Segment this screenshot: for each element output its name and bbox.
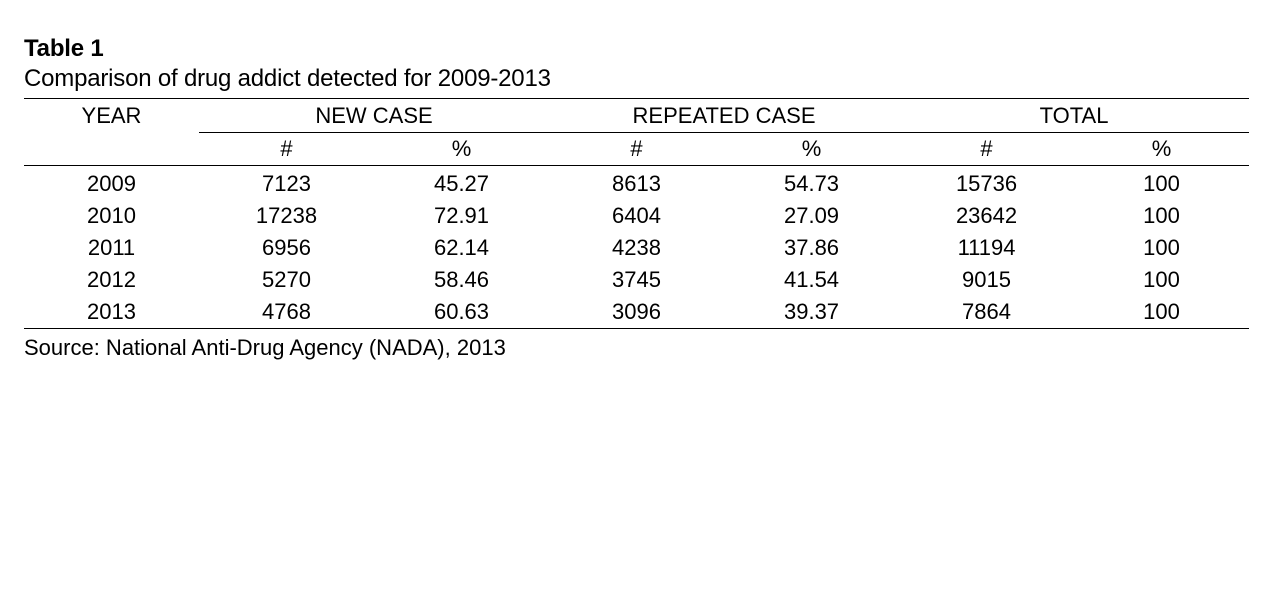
repeated-case-count-cell: 8613 [612, 171, 661, 196]
new-case-percent-cell: 45.27 [433, 171, 490, 196]
table-label: Table 1 [24, 35, 104, 62]
total-percent-cell: 100 [1143, 203, 1180, 228]
repeated-case-count-cell: 3745 [612, 267, 661, 292]
new-case-percent-cell: 72.91 [433, 203, 490, 228]
header-row-groups: YEAR NEW CASE REPEATED CASE TOTAL [24, 98, 1250, 133]
table-row: 2009 7123 45.27 8613 54.73 15736 100 [24, 166, 1249, 201]
source-note: Source: National Anti-Drug Agency (NADA)… [24, 335, 506, 360]
new-case-count-header: # [199, 132, 374, 166]
new-case-percent-cell: 62.14 [433, 235, 490, 260]
total-count-header: # [899, 132, 1075, 166]
total-count-cell: 7864 [899, 296, 1075, 329]
year-cell: 2011 [87, 235, 136, 260]
repeated-case-percent-header: % [724, 132, 900, 166]
total-percent-header: % [1074, 132, 1250, 166]
repeated-case-count-cell: 4238 [612, 235, 661, 260]
year-header: YEAR [24, 98, 199, 133]
new-case-count-cell: 7123 [262, 171, 311, 196]
new-case-percent-cell: 58.46 [433, 267, 490, 292]
total-percent-cell: 100 [1143, 267, 1180, 292]
total-count-cell: 11194 [957, 235, 1016, 260]
table-row: 2011 6956 62.14 4238 37.86 11194 100 [24, 232, 1249, 264]
table-row: 2010 17238 72.91 6404 27.09 23642 100 [24, 200, 1249, 232]
total-percent-cell: 100 [1074, 296, 1250, 329]
year-subheader-empty [24, 132, 199, 166]
repeated-case-percent-cell: 27.09 [783, 203, 840, 228]
repeated-case-percent-cell: 39.37 [724, 296, 900, 329]
total-percent-cell: 100 [1143, 171, 1180, 196]
repeated-case-count-cell: 3096 [549, 296, 725, 329]
year-cell: 2013 [24, 296, 199, 329]
repeated-case-count-header: # [549, 132, 725, 166]
repeated-case-percent-cell: 54.73 [783, 171, 840, 196]
total-count-cell: 15736 [955, 171, 1018, 196]
year-cell: 2012 [87, 267, 136, 292]
table-row: 2012 5270 58.46 3745 41.54 9015 100 [24, 264, 1249, 296]
repeated-case-count-cell: 6404 [612, 203, 661, 228]
new-case-percent-cell: 60.63 [374, 296, 550, 329]
new-case-header: NEW CASE [199, 98, 550, 133]
data-table: YEAR NEW CASE REPEATED CASE TOTAL # % # … [24, 98, 1250, 329]
repeated-case-percent-cell: 37.86 [783, 235, 840, 260]
total-percent-cell: 100 [1143, 235, 1180, 260]
new-case-count-cell: 17238 [255, 203, 318, 228]
new-case-count-cell: 4768 [199, 296, 374, 329]
repeated-case-header: REPEATED CASE [549, 98, 900, 133]
total-header: TOTAL [899, 98, 1250, 133]
year-cell: 2010 [87, 203, 136, 228]
header-row-sub: # % # % # % [24, 132, 1250, 166]
year-cell: 2009 [87, 171, 136, 196]
total-count-cell: 9015 [962, 267, 1011, 292]
new-case-count-cell: 5270 [262, 267, 311, 292]
new-case-percent-header: % [374, 132, 550, 166]
repeated-case-percent-cell: 41.54 [783, 267, 840, 292]
new-case-count-cell: 6956 [262, 235, 311, 260]
table-caption: Comparison of drug addict detected for 2… [24, 65, 551, 92]
table-row: 2013 4768 60.63 3096 39.37 7864 100 [24, 296, 1250, 329]
document-page: Table 1 Comparison of drug addict detect… [24, 34, 1250, 363]
total-count-cell: 23642 [955, 203, 1018, 228]
